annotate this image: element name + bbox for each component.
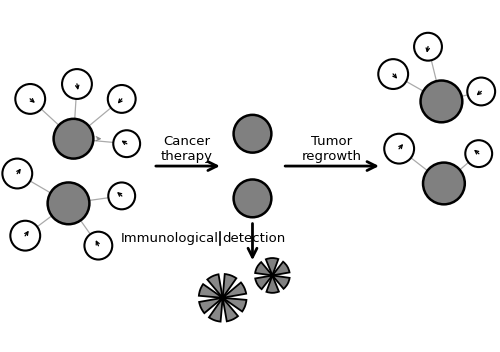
Circle shape	[62, 69, 92, 99]
Wedge shape	[222, 298, 246, 312]
Wedge shape	[272, 262, 289, 276]
Circle shape	[420, 81, 463, 122]
Circle shape	[54, 119, 94, 159]
Circle shape	[468, 77, 495, 105]
Wedge shape	[199, 284, 222, 298]
Text: Tumor
regrowth: Tumor regrowth	[302, 135, 362, 163]
Circle shape	[10, 221, 40, 251]
Wedge shape	[222, 274, 236, 298]
Wedge shape	[255, 262, 272, 276]
Wedge shape	[266, 258, 278, 276]
Circle shape	[2, 159, 32, 188]
Circle shape	[423, 163, 465, 205]
Wedge shape	[209, 298, 222, 322]
Wedge shape	[272, 276, 289, 289]
Wedge shape	[266, 276, 279, 293]
Wedge shape	[199, 298, 222, 313]
Wedge shape	[208, 274, 222, 298]
Circle shape	[234, 180, 272, 217]
Circle shape	[84, 232, 112, 259]
Circle shape	[414, 33, 442, 61]
Wedge shape	[222, 282, 246, 298]
Text: Immunological: Immunological	[120, 232, 218, 245]
Circle shape	[466, 140, 492, 167]
Circle shape	[48, 182, 90, 224]
Text: Cancer
therapy: Cancer therapy	[160, 135, 212, 163]
Wedge shape	[255, 276, 272, 289]
Circle shape	[384, 134, 414, 164]
Wedge shape	[222, 298, 238, 321]
Circle shape	[114, 130, 140, 157]
Circle shape	[108, 182, 135, 209]
Circle shape	[108, 85, 136, 113]
Text: detection: detection	[222, 232, 286, 245]
Circle shape	[16, 84, 45, 114]
Circle shape	[234, 115, 272, 153]
Circle shape	[378, 59, 408, 89]
